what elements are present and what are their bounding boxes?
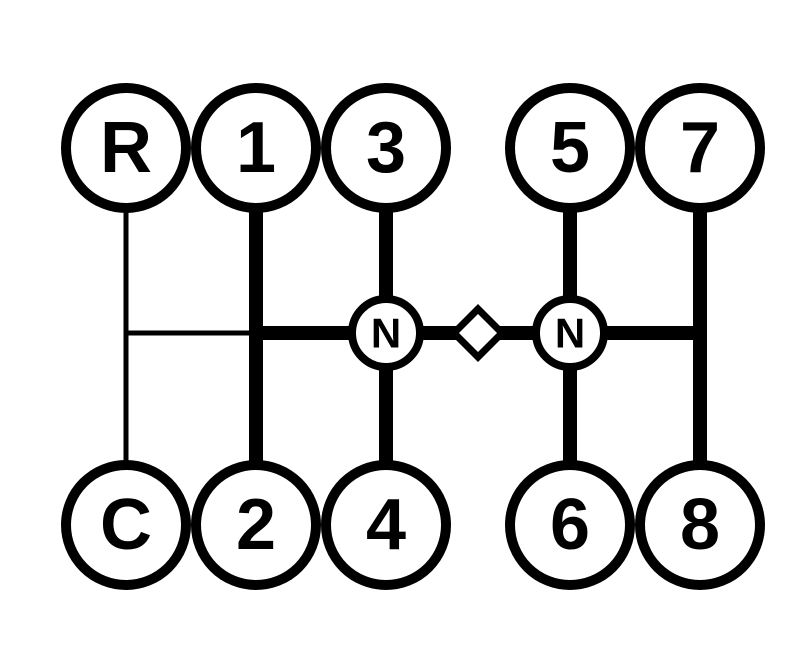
gear-shift-diagram: N N R 1 3 5 7 C 2 4 6 8 [0, 0, 800, 666]
gear-label-6: 6 [550, 485, 590, 565]
gear-label-1: 1 [236, 108, 276, 188]
neutral-label: N [371, 310, 401, 357]
gear-label-4: 4 [366, 485, 406, 565]
gear-label-c: C [100, 485, 152, 565]
range-splitter-diamond [454, 309, 502, 357]
gear-label-r: R [100, 108, 152, 188]
gear-label-7: 7 [680, 108, 720, 188]
gear-label-5: 5 [550, 108, 590, 188]
gear-label-2: 2 [236, 485, 276, 565]
gear-label-3: 3 [366, 108, 406, 188]
neutral-label: N [555, 310, 585, 357]
gear-label-8: 8 [680, 485, 720, 565]
